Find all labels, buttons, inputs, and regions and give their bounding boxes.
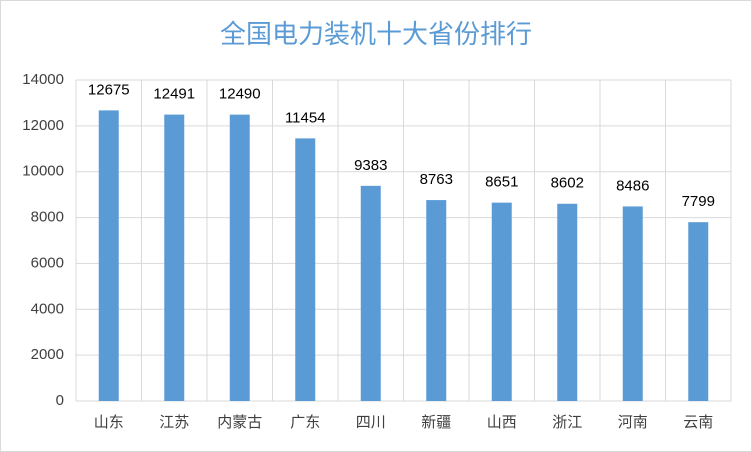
bar xyxy=(295,138,316,401)
bar xyxy=(360,185,381,401)
y-tick-label: 4000 xyxy=(31,300,64,317)
chart-title: 全国电力装机十大省份排行 xyxy=(220,19,532,49)
data-label: 12490 xyxy=(219,86,261,103)
y-tick-label: 8000 xyxy=(31,209,64,226)
x-tick-label: 广东 xyxy=(290,414,320,431)
data-label: 11454 xyxy=(285,109,326,126)
data-label: 12675 xyxy=(88,81,130,98)
data-label: 12491 xyxy=(153,86,195,103)
y-tick-label: 14000 xyxy=(22,71,64,88)
x-tick-label: 内蒙古 xyxy=(217,414,262,431)
data-label: 7799 xyxy=(682,193,715,210)
bar xyxy=(622,206,643,401)
bar xyxy=(164,114,185,401)
x-tick-label: 四川 xyxy=(356,414,386,431)
y-tick-label: 6000 xyxy=(31,254,64,271)
data-label: 9383 xyxy=(354,157,387,174)
bar xyxy=(557,203,578,401)
bar xyxy=(491,202,512,401)
bar xyxy=(98,110,119,401)
y-tick-label: 10000 xyxy=(22,163,64,180)
x-tick-label: 山西 xyxy=(487,414,517,431)
y-tick-label: 2000 xyxy=(31,346,64,363)
bar xyxy=(229,114,250,402)
y-tick-label: 12000 xyxy=(22,117,64,134)
data-label: 8602 xyxy=(551,175,584,192)
y-tick-label: 0 xyxy=(56,392,64,409)
data-label: 8763 xyxy=(420,171,453,188)
x-tick-label: 浙江 xyxy=(552,414,582,431)
bar xyxy=(688,222,709,401)
x-tick-label: 云南 xyxy=(683,414,713,431)
x-tick-label: 河南 xyxy=(618,414,648,431)
bar xyxy=(426,200,447,401)
data-label: 8651 xyxy=(485,174,518,191)
data-label: 8486 xyxy=(616,177,649,194)
x-tick-label: 山东 xyxy=(94,414,124,431)
x-tick-label: 新疆 xyxy=(421,414,451,431)
x-tick-label: 江苏 xyxy=(159,414,189,431)
